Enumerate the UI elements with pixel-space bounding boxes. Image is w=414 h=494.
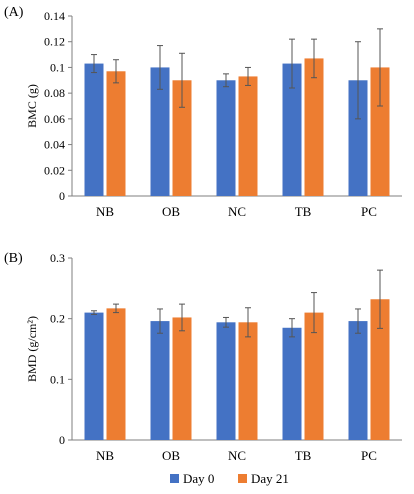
bar-day-0-pc [348,321,368,440]
bar-day-0-nc [216,322,236,440]
bar-day-21-tb [304,58,324,196]
y-tick-label: 0.3 [50,251,65,265]
category-label: NC [228,448,246,463]
bar-day-0-nc [216,80,236,196]
legend: Day 0 Day 21 [170,471,289,486]
bar-day-21-ob [172,317,192,440]
y-axis-title: BMD (g/cm²) [25,316,39,382]
category-label: OB [162,204,180,219]
y-tick-label: 0.1 [50,372,65,386]
category-label: TB [295,204,312,219]
bar-day-0-ob [150,321,170,440]
category-label: PC [361,448,377,463]
panel-a: (A) 0 0.02 0.04 0.06 0.08 0.1 0.12 0.14 BMC (g) NB… [4,5,402,219]
legend-label: Day 0 [183,471,214,486]
y-tick-label: 0.04 [44,138,65,152]
category-label: PC [361,204,377,219]
y-tick-label: 0.2 [50,312,65,326]
y-tick-label: 0.08 [44,86,65,100]
legend-swatch [170,474,179,483]
category-label: NB [96,448,114,463]
y-tick-label: 0 [59,189,65,203]
bar-day-21-nc [238,76,258,196]
category-label: NC [228,204,246,219]
bar-day-21-nc [238,322,258,440]
panel-b: (B) 0 0.1 0.2 0.3 BMD (g/cm²) NB OB NC TB PC [4,251,402,463]
bar-day-0-nb [84,312,104,440]
y-tick-label: 0.02 [44,163,65,177]
category-label: NB [96,204,114,219]
y-axis-title: BMC (g) [25,84,39,128]
panel-label: (A) [4,5,24,20]
bar-day-21-nb [106,71,126,196]
bar-day-0-tb [282,327,302,440]
bar-day-0-ob [150,67,170,196]
panel-label: (B) [4,251,23,266]
category-label: OB [162,448,180,463]
y-tick-label: 0.14 [44,9,65,23]
legend-swatch [238,474,247,483]
bar-day-21-pc [370,67,390,196]
bar-day-0-pc [348,80,368,196]
bar-day-0-nb [84,63,104,197]
y-tick-label: 0.1 [50,60,65,74]
bar-day-21-pc [370,299,390,440]
category-label: TB [295,448,312,463]
y-tick-label: 0.06 [44,112,65,126]
y-tick-label: 0 [59,433,65,447]
bar-day-21-nb [106,308,126,440]
bar-day-21-ob [172,80,192,196]
y-tick-label: 0.12 [44,35,65,49]
legend-label: Day 21 [251,471,289,486]
bar-day-0-tb [282,63,302,197]
bar-day-21-tb [304,312,324,440]
